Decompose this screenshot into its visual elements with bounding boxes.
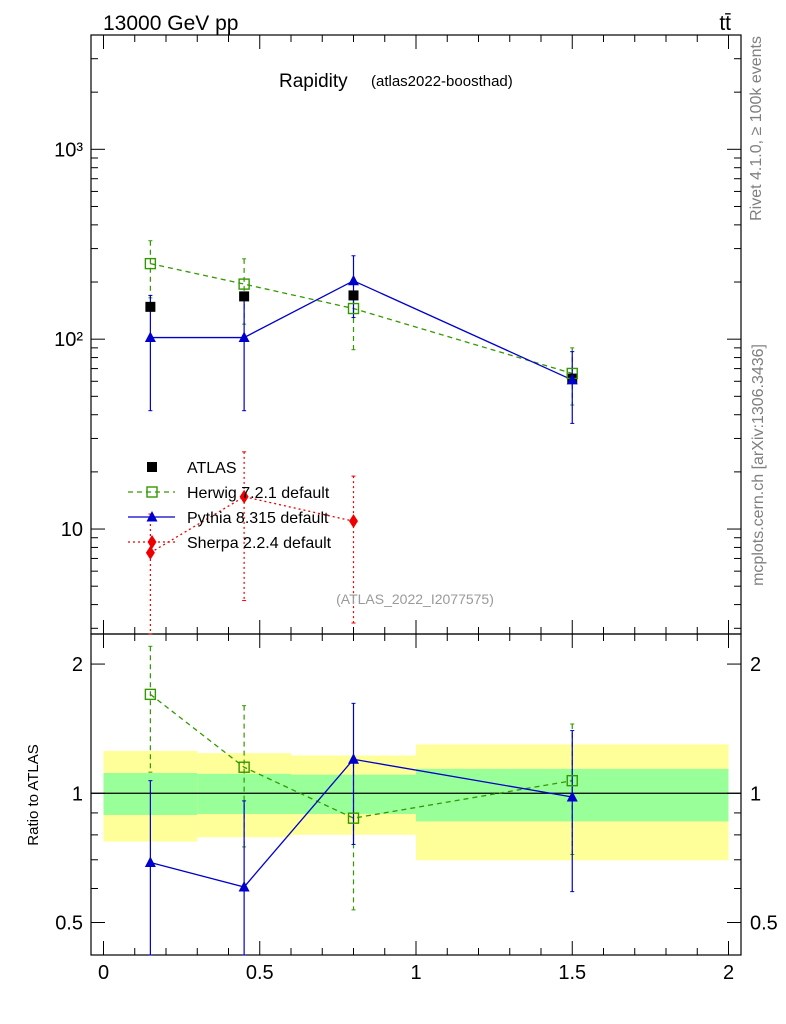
error-bars bbox=[148, 240, 575, 956]
ratio-ytick-label-right: 0.5 bbox=[750, 912, 778, 934]
ratio-ytick-label-left: 0.5 bbox=[55, 912, 83, 934]
plot-subtitle: (atlas2022-boosthad) bbox=[371, 73, 513, 90]
ratio-pythia-point bbox=[144, 856, 156, 867]
main-ytick-label-left: 10 bbox=[61, 519, 83, 541]
main-ytick-label-left: 10³ bbox=[54, 139, 83, 161]
analysis-label: (ATLAS_2022_I2077575) bbox=[336, 591, 494, 607]
data-markers bbox=[144, 257, 578, 892]
x-tick-label: 1 bbox=[410, 962, 421, 984]
legend-marker-atlas bbox=[147, 462, 157, 472]
x-tick-label: 1.5 bbox=[558, 962, 586, 984]
legend-label-pythia: Pythia 8.315 default bbox=[187, 510, 329, 527]
main-sherpa-point bbox=[145, 545, 155, 560]
legend-marker-herwig bbox=[146, 486, 158, 498]
main-herwig-point bbox=[347, 302, 360, 315]
ratio-pythia-point bbox=[348, 753, 359, 764]
main-herwig-point bbox=[144, 257, 157, 270]
uncertainty-bands bbox=[91, 744, 741, 861]
main-pythia-point bbox=[238, 331, 250, 343]
x-tick-label: 0.5 bbox=[246, 962, 274, 984]
legend-marker-sherpa bbox=[147, 535, 157, 549]
ratio-herwig-point bbox=[238, 761, 250, 773]
main-pythia-point bbox=[348, 274, 359, 286]
ratio-pythia-point bbox=[566, 791, 578, 802]
ratio-herwig-point bbox=[347, 812, 360, 824]
main-pythia-line bbox=[150, 280, 573, 381]
main-herwig-line bbox=[150, 262, 573, 375]
ratio-ytick-label-right: 1 bbox=[750, 783, 761, 805]
main-atlas-point bbox=[348, 290, 359, 301]
tick-marks: 10 10² 10³ 0.5 0.5 1 1 2 2 0 0.5 1 1.5 2 bbox=[54, 34, 778, 984]
main-atlas-point bbox=[239, 291, 250, 302]
rivet-label: Rivet 4.1.0, ≥ 100k events bbox=[748, 36, 765, 221]
legend: ATLAS Herwig 7.2.1 default Pythia 8.315 de… bbox=[128, 460, 332, 552]
series-lines bbox=[149, 262, 573, 888]
legend-label-atlas: ATLAS bbox=[187, 460, 237, 477]
x-tick-label: 0 bbox=[98, 962, 109, 984]
mcplots-label: mcplots.cern.ch [arXiv:1306.3436] bbox=[750, 344, 767, 586]
main-herwig-point bbox=[238, 278, 250, 290]
ratio-y-axis-label: Ratio to ATLAS bbox=[25, 744, 42, 845]
ratio-ytick-label-right: 2 bbox=[750, 654, 761, 676]
main-sherpa-point bbox=[239, 489, 249, 504]
header-left: 13000 GeV pp bbox=[103, 12, 238, 35]
legend-marker-pythia bbox=[146, 511, 158, 522]
ratio-pythia-point bbox=[238, 880, 250, 892]
legend-label-sherpa: Sherpa 2.2.4 default bbox=[187, 535, 332, 552]
main-ytick-label-left: 10² bbox=[54, 329, 83, 351]
ratio-herwig-point bbox=[566, 774, 578, 787]
main-pythia-point bbox=[144, 331, 156, 343]
main-atlas-point bbox=[145, 301, 156, 312]
main-pythia-point bbox=[566, 373, 578, 385]
plot-title: Rapidity bbox=[279, 71, 348, 92]
ratio-herwig-point bbox=[144, 688, 157, 701]
ratio-ytick-label-left: 2 bbox=[72, 654, 83, 676]
x-tick-label: 2 bbox=[723, 962, 734, 984]
main-sherpa-line bbox=[150, 496, 354, 554]
ratio-ytick-label-left: 1 bbox=[72, 783, 83, 805]
header-right: tt̄ bbox=[719, 12, 731, 35]
main-sherpa-point bbox=[349, 514, 358, 529]
ratio-pythia-line bbox=[150, 758, 573, 888]
legend-label-herwig: Herwig 7.2.1 default bbox=[187, 485, 330, 502]
